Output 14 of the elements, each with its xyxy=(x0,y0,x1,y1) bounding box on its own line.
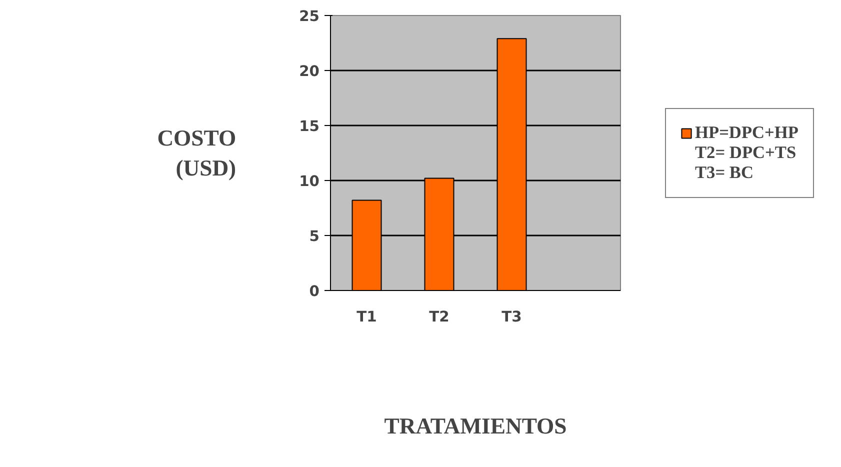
x-tick-label: T3 xyxy=(502,308,522,326)
x-tick-label: T1 xyxy=(356,308,377,326)
y-tick-label: 5 xyxy=(309,228,320,245)
x-tick-label: T2 xyxy=(429,308,450,326)
y-tick-label: 10 xyxy=(299,173,320,190)
text: T2= DPC+TS xyxy=(695,142,796,162)
y-axis-title: COSTO (USD) xyxy=(157,126,236,180)
legend-label: HP=DPC+HP xyxy=(695,122,798,142)
x-axis-title: TRATAMIENTOS xyxy=(384,414,567,438)
text: T3= BC xyxy=(695,162,754,182)
y-tick-label: 15 xyxy=(299,118,320,135)
y-tick-label: 25 xyxy=(299,8,320,25)
y-tick-label: 20 xyxy=(299,63,320,80)
y-tick-label: 0 xyxy=(309,283,320,300)
